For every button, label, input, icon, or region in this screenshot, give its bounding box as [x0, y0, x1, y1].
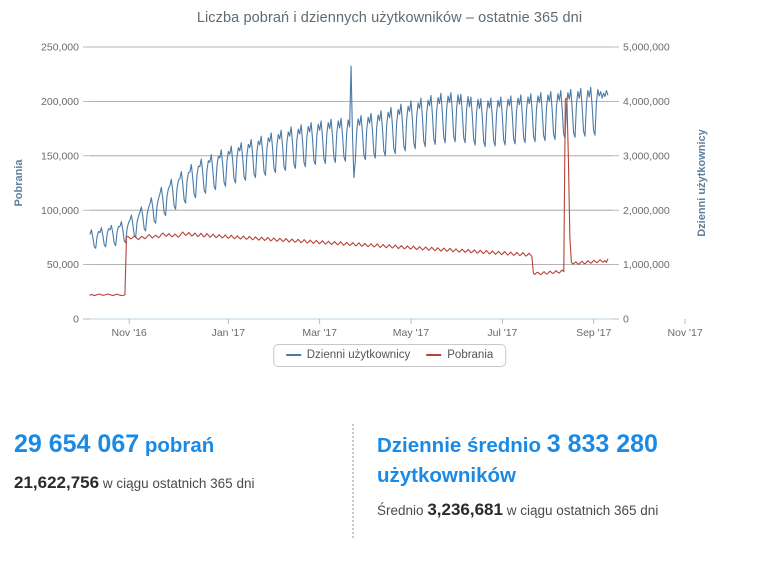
downloads-period-text: w ciągu ostatnich 365 dni [102, 475, 255, 491]
svg-text:Nov '17: Nov '17 [667, 327, 702, 339]
series-paths-group [89, 65, 609, 297]
users-headline-prefix: Dziennie średnio [377, 434, 542, 457]
svg-text:50,000: 50,000 [47, 259, 79, 271]
svg-text:May '17: May '17 [393, 327, 430, 339]
svg-text:100,000: 100,000 [41, 205, 79, 217]
users-period-prefix: Średnio [377, 503, 424, 519]
users-period-text: w ciągu ostatnich 365 dni [506, 503, 659, 519]
chart-panel: Liczba pobrań i dziennych użytkowników –… [13, 10, 708, 367]
stat-block-downloads: 29 654 067 pobrań 21,622,756 w ciągu ost… [0, 418, 352, 562]
svg-text:Sep '17: Sep '17 [576, 327, 611, 339]
svg-text:1,000,000: 1,000,000 [623, 259, 670, 271]
svg-text:150,000: 150,000 [41, 150, 79, 162]
y-axis-left-ticks: 0 50,000 100,000 150,000 200,000 250,000 [41, 42, 79, 326]
chart-title: Liczba pobrań i dziennych użytkowników –… [196, 10, 583, 26]
users-subline: Średnio 3,236,681 w ciągu ostatnich 365 … [377, 495, 759, 525]
x-axis-ticks: Nov '16 Jan '17 Mar '17 May '17 Jul '17 Sep '… [112, 327, 703, 339]
svg-text:2,000,000: 2,000,000 [623, 205, 670, 217]
gridlines-group [83, 46, 686, 324]
y-axis-right-title: Dzienni użytkownicy [696, 128, 708, 236]
legend-swatch-users [285, 354, 301, 356]
svg-text:Nov '16: Nov '16 [112, 327, 147, 339]
users-average-number: 3 833 280 [546, 430, 658, 458]
downloads-period-number: 21,622,756 [14, 472, 100, 492]
svg-text:Jul '17: Jul '17 [487, 327, 517, 339]
svg-text:200,000: 200,000 [41, 96, 79, 108]
downloads-subline: 21,622,756 w ciągu ostatnich 365 dni [14, 468, 338, 498]
users-headline-suffix: użytkowników [377, 463, 516, 487]
legend-item-downloads[interactable]: Pobrania [426, 349, 493, 361]
svg-text:4,000,000: 4,000,000 [623, 96, 670, 108]
legend-item-users[interactable]: Dzienni użytkownicy [285, 349, 411, 361]
svg-text:3,000,000: 3,000,000 [623, 150, 670, 162]
series-line-downloads [89, 97, 609, 297]
svg-text:0: 0 [623, 314, 629, 326]
downloads-total-suffix: pobrań [144, 434, 215, 457]
svg-text:Jan '17: Jan '17 [212, 327, 246, 339]
chart-legend[interactable]: Dzienni użytkownicy Pobrania [272, 344, 507, 367]
downloads-total-number: 29 654 067 [14, 430, 140, 458]
y-axis-left-title: Pobrania [13, 159, 25, 207]
svg-text:250,000: 250,000 [41, 42, 79, 54]
downloads-headline: 29 654 067 pobrań [14, 428, 338, 462]
users-headline: Dziennie średnio 3 833 280 użytkowników [377, 428, 759, 489]
legend-swatch-downloads [426, 354, 442, 356]
stats-divider [352, 424, 355, 538]
svg-text:Mar '17: Mar '17 [302, 327, 337, 339]
summary-stats: 29 654 067 pobrań 21,622,756 w ciągu ost… [0, 418, 779, 562]
y-axis-right-ticks: 0 1,000,000 2,000,000 3,000,000 4,000,000 5,0… [623, 42, 670, 326]
downloads-and-users-line-chart: 0 50,000 100,000 150,000 200,000 250,000 0 1,0… [13, 42, 708, 339]
legend-label-users: Dzienni użytkownicy [306, 349, 411, 361]
users-period-number: 3,236,681 [427, 500, 503, 520]
legend-label-downloads: Pobrania [447, 349, 494, 361]
series-line-users [89, 65, 609, 249]
svg-text:0: 0 [73, 314, 79, 326]
stat-block-users: Dziennie średnio 3 833 280 użytkowników … [355, 418, 779, 562]
svg-text:5,000,000: 5,000,000 [623, 42, 670, 54]
